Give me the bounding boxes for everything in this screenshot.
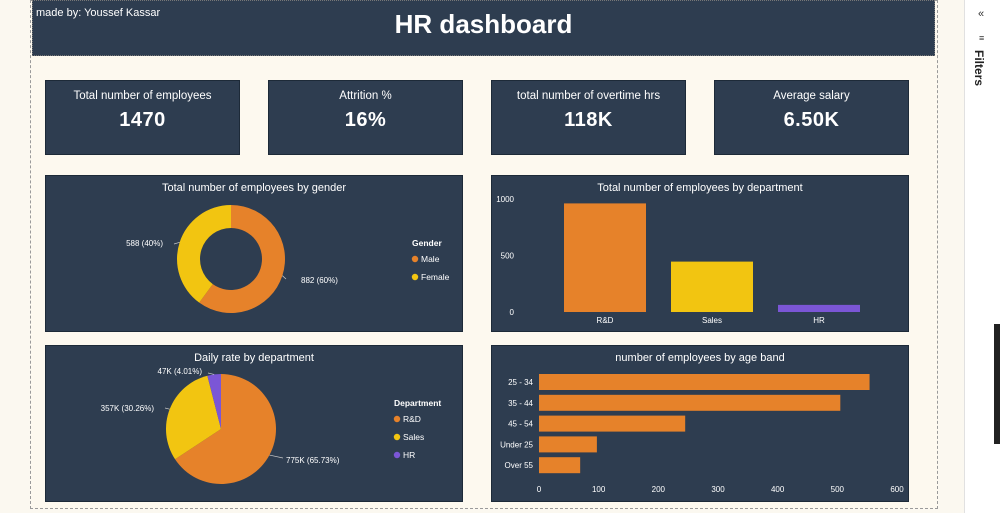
chart-title: Total number of employees by gender — [161, 182, 347, 194]
data-label: 882 (60%) — [301, 276, 338, 285]
report-header: made by: Youssef Kassar HR dashboard — [32, 0, 935, 56]
x-tick-label: HR — [813, 316, 825, 325]
kpi-label: Attrition % — [339, 90, 392, 102]
kpi-card-average-salary[interactable]: Average salary 6.50K — [714, 80, 909, 155]
bar-age-band — [539, 415, 686, 432]
chart-title: number of employees by age band — [615, 352, 785, 364]
filter-icon: ≡ — [979, 33, 985, 43]
legend-marker — [411, 273, 419, 281]
legend-title: Department — [394, 398, 441, 408]
chart-title: Total number of employees by department — [597, 182, 803, 194]
kpi-value: 6.50K — [783, 109, 840, 131]
pie-slice-male — [199, 205, 285, 313]
x-tick-label: 100 — [592, 485, 606, 494]
bar-age-band — [539, 374, 870, 390]
filters-label[interactable]: Filters — [972, 50, 986, 87]
bar-age-band — [539, 394, 841, 411]
y-tick-label: 35 - 44 — [508, 399, 533, 408]
bar-rd — [564, 203, 646, 312]
y-tick-label: Under 25 — [500, 440, 533, 449]
legend-marker — [393, 433, 401, 441]
bar-hr — [778, 304, 860, 312]
x-tick-label: 600 — [890, 485, 904, 494]
y-tick-label: 25 - 34 — [508, 378, 533, 387]
x-tick-label: Sales — [702, 316, 722, 325]
chart-title: Daily rate by department — [194, 352, 314, 364]
kpi-label: total number of overtime hrs — [516, 90, 661, 102]
pie-slice-sales — [166, 375, 221, 460]
age-band-bar-chart: 25 - 34 35 - 44 45 - 54 Under 25 Over 55 0 100… — [500, 374, 904, 494]
kpi-card-overtime-hours[interactable]: total number of overtime hrs 118K — [491, 80, 686, 155]
data-label: 775K (65.73%) — [286, 456, 340, 465]
legend-entry: R&D — [403, 414, 421, 424]
gender-donut-chart: 882 (60%) 588 (40%) Gender Male Female — [126, 205, 450, 313]
age-band-bar-panel[interactable]: number of employees by age band 25 - 34 3… — [491, 345, 909, 502]
page-title: HR dashboard — [394, 9, 573, 39]
kpi-card-attrition[interactable]: Attrition % 16% — [268, 80, 463, 155]
x-tick-label: 0 — [537, 485, 542, 494]
legend-entry: Female — [421, 272, 450, 282]
kpi-card-total-employees[interactable]: Total number of employees 1470 — [45, 80, 240, 155]
legend-entry: Sales — [403, 432, 424, 442]
daily-rate-pie-chart: 775K (65.73%) 357K (30.26%) 47K (4.01%) Dep… — [101, 367, 441, 484]
legend-marker — [393, 451, 401, 459]
daily-rate-pie-panel[interactable]: Daily rate by department 775K (65.73%) 35… — [45, 345, 463, 502]
kpi-label: Average salary — [773, 90, 850, 102]
y-tick-label: Over 55 — [505, 461, 534, 470]
gender-donut-panel[interactable]: Total number of employees by gender 882 … — [45, 175, 463, 332]
bar-age-band — [539, 436, 597, 453]
pie-slice-rd — [175, 374, 276, 484]
x-tick-label: 400 — [771, 485, 785, 494]
collapse-icon[interactable]: « — [978, 8, 985, 20]
y-tick-label: 45 - 54 — [508, 420, 533, 429]
x-tick-label: 200 — [652, 485, 666, 494]
pie-slice-female — [177, 205, 231, 303]
pie-slice-hr — [207, 374, 221, 429]
legend-title: Gender — [412, 238, 442, 248]
y-tick-label: 1000 — [496, 195, 514, 204]
department-bar-panel[interactable]: Total number of employees by department … — [491, 175, 909, 332]
y-tick-label: 500 — [501, 252, 515, 261]
legend-marker — [411, 255, 419, 263]
author-credit: made by: Youssef Kassar — [36, 7, 161, 19]
x-tick-label: R&D — [597, 316, 614, 325]
x-tick-label: 300 — [711, 485, 725, 494]
leader-line — [164, 407, 170, 410]
y-tick-label: 0 — [510, 308, 515, 317]
leader-line — [173, 241, 180, 245]
scrollbar[interactable] — [994, 324, 1000, 444]
x-tick-label: 500 — [831, 485, 845, 494]
kpi-value: 118K — [564, 109, 613, 131]
bar-sales — [671, 261, 753, 312]
kpi-value: 16% — [344, 109, 387, 131]
kpi-label: Total number of employees — [73, 90, 212, 102]
data-label: 588 (40%) — [126, 239, 163, 248]
kpi-value: 1470 — [119, 109, 166, 131]
leader-line — [269, 454, 284, 459]
legend-entry: Male — [421, 254, 440, 264]
data-label: 357K (30.26%) — [101, 404, 155, 413]
data-label: 47K (4.01%) — [158, 367, 203, 376]
legend-marker — [393, 415, 401, 423]
leader-line — [282, 275, 287, 280]
leader-line — [207, 372, 215, 375]
bar-age-band — [539, 457, 581, 474]
legend-entry: HR — [403, 450, 415, 460]
department-bar-chart: 0 500 1000 R&D Sales HR — [496, 195, 860, 325]
